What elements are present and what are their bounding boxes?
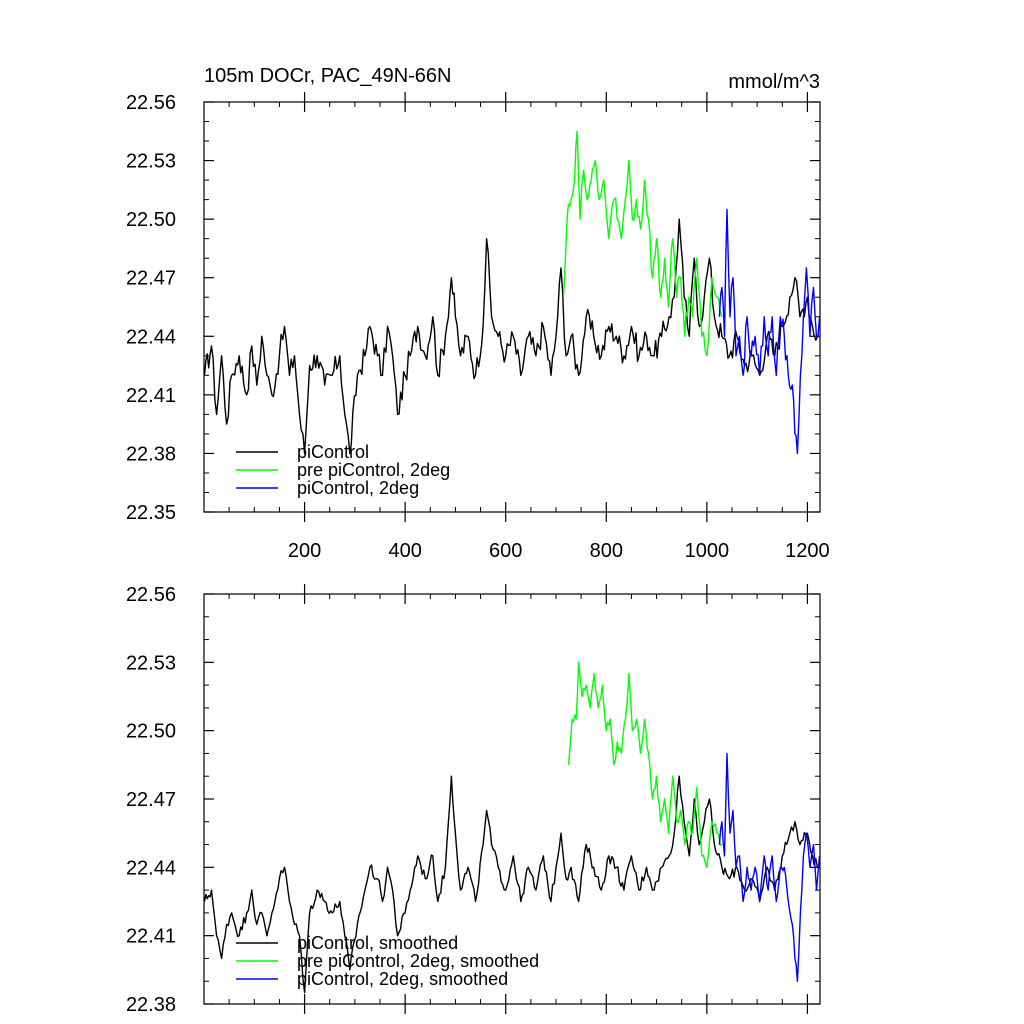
series-line-picontrol-2deg bbox=[718, 208, 821, 455]
legend-label: piControl bbox=[297, 442, 369, 462]
legend-label: piControl, 2deg, smoothed bbox=[297, 969, 508, 989]
y-tick-label: 22.44 bbox=[126, 857, 176, 879]
series-line-picontrol bbox=[203, 218, 819, 455]
top-panel: 105m DOCr, PAC_49N-66N mmol/m^3 22.35 22.… bbox=[126, 65, 830, 562]
x-tick-label: 600 bbox=[489, 540, 522, 562]
series-line-picontrol-smoothed bbox=[203, 775, 819, 994]
y-tick-label: 22.41 bbox=[126, 385, 176, 407]
legend-label: pre piControl, 2deg bbox=[297, 460, 450, 480]
x-tick-label: 200 bbox=[288, 540, 321, 562]
y-tick-label: 22.35 bbox=[126, 502, 176, 524]
y-tick-label: 22.38 bbox=[126, 443, 176, 465]
series-line-pre-picontrol-2deg-smoothed bbox=[567, 661, 723, 868]
y-tick-label: 22.38 bbox=[126, 994, 176, 1016]
top-panel-units: mmol/m^3 bbox=[728, 71, 820, 93]
y-tick-label: 22.47 bbox=[126, 789, 176, 811]
y-tick-label: 22.53 bbox=[126, 652, 176, 674]
x-tick-label: 800 bbox=[590, 540, 623, 562]
x-tick-label: 1000 bbox=[685, 540, 730, 562]
top-panel-title: 105m DOCr, PAC_49N-66N bbox=[204, 65, 452, 87]
y-tick-label: 22.56 bbox=[126, 584, 176, 606]
series-line-picontrol-2deg-smoothed bbox=[718, 752, 821, 982]
y-tick-label: 22.41 bbox=[126, 926, 176, 948]
legend-label: piControl, 2deg bbox=[297, 478, 419, 498]
y-tick-label: 22.50 bbox=[126, 721, 176, 743]
series-line-pre-picontrol-2deg bbox=[562, 130, 723, 357]
y-tick-label: 22.44 bbox=[126, 326, 176, 348]
y-tick-label: 22.47 bbox=[126, 268, 176, 290]
y-tick-label: 22.53 bbox=[126, 151, 176, 173]
plot-frame bbox=[203, 101, 821, 513]
x-tick-label: 400 bbox=[388, 540, 421, 562]
y-tick-label: 22.56 bbox=[126, 92, 176, 114]
x-tick-label: 1200 bbox=[785, 540, 830, 562]
legend-label: piControl, smoothed bbox=[297, 933, 458, 953]
legend-label: pre piControl, 2deg, smoothed bbox=[297, 951, 539, 971]
y-tick-label: 22.50 bbox=[126, 209, 176, 231]
bottom-panel: 22.38 22.41 22.44 22.47 22.50 22.53 22.56 piCon… bbox=[126, 584, 821, 1016]
